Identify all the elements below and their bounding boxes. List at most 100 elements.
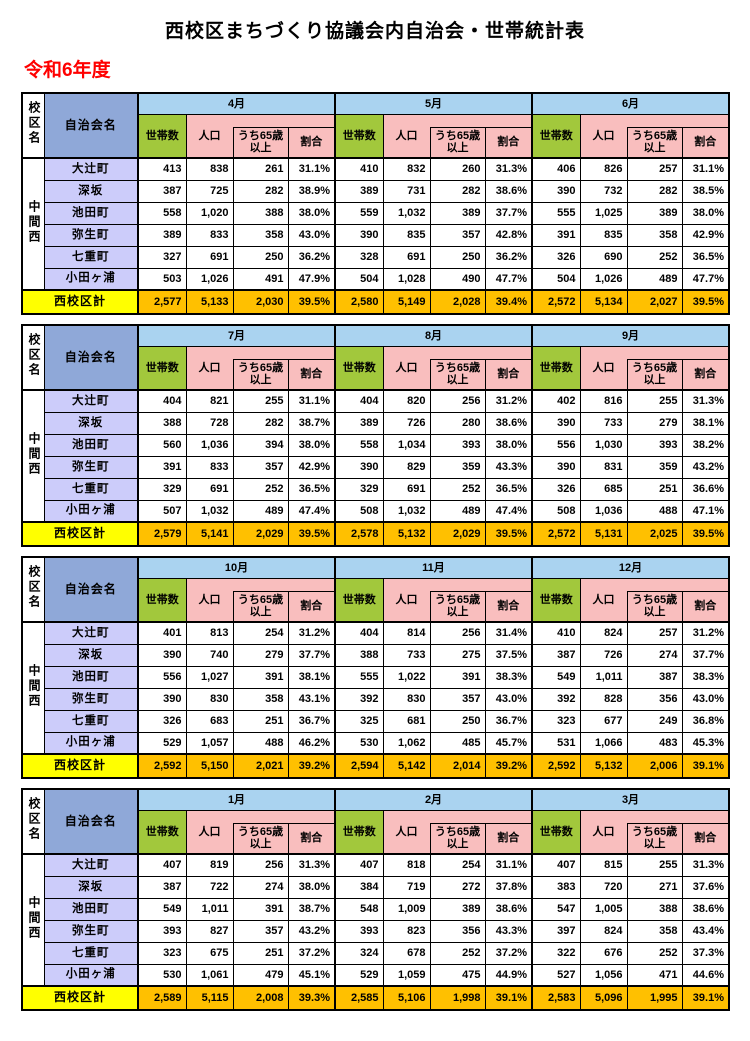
total-value-cell: 5,134 xyxy=(579,289,628,315)
value-cell: 323 xyxy=(531,709,581,733)
value-cell: 38.0% xyxy=(287,433,336,457)
value-cell: 488 xyxy=(232,731,289,755)
value-cell: 38.0% xyxy=(484,433,533,457)
school-district-corner-cell: 校区名 xyxy=(21,92,45,159)
value-cell: 47.4% xyxy=(287,499,336,523)
tables-container: 校区名 自治会名 4月 5月 6月 世帯数 人口 世帯数 人口 世帯数 人口 うち65歳以上 割合 うち6… xyxy=(0,92,750,1011)
over65-col-header: うち65歳以上 xyxy=(429,822,486,855)
value-cell: 279 xyxy=(626,411,683,435)
town-name-cell: 深坂 xyxy=(43,179,139,203)
value-cell: 37.2% xyxy=(484,941,533,965)
town-name-cell: 七重町 xyxy=(43,245,139,269)
town-name-cell: 小田ヶ浦 xyxy=(43,731,139,755)
table-row: 池田町 560 1,036 394 38.0% 558 1,034 393 38.0% 556 1,… xyxy=(22,433,730,457)
value-cell: 1,036 xyxy=(185,433,234,457)
value-cell: 508 xyxy=(334,499,384,523)
value-cell: 47.4% xyxy=(484,499,533,523)
table-row: 小田ヶ浦 530 1,061 479 45.1% 529 1,059 475 44.9% 527 1… xyxy=(22,963,730,987)
value-cell: 388 xyxy=(334,643,384,667)
value-cell: 677 xyxy=(579,709,628,733)
town-name-cell: 池田町 xyxy=(43,665,139,689)
value-cell: 833 xyxy=(185,455,234,479)
households-col-header: 世帯数 xyxy=(137,577,187,623)
value-cell: 249 xyxy=(626,709,683,733)
value-cell: 489 xyxy=(429,499,486,523)
table-row: 弥生町 391 833 357 42.9% 390 829 359 43.3% 390 831 359… xyxy=(22,455,730,479)
households-col-header: 世帯数 xyxy=(334,809,384,855)
value-cell: 387 xyxy=(626,665,683,689)
value-cell: 37.7% xyxy=(484,201,533,225)
value-cell: 389 xyxy=(429,201,486,225)
ratio-col-header: 割合 xyxy=(484,590,533,623)
value-cell: 252 xyxy=(626,245,683,269)
value-cell: 46.2% xyxy=(287,731,336,755)
value-cell: 31.3% xyxy=(681,853,730,877)
value-cell: 818 xyxy=(382,853,431,877)
value-cell: 38.6% xyxy=(484,179,533,203)
total-value-cell: 5,115 xyxy=(185,985,234,1011)
value-cell: 43.3% xyxy=(484,919,533,943)
value-cell: 256 xyxy=(232,853,289,877)
table-row: 中間西 大辻町 407 819 256 31.3% 407 818 254 31.1% 407 815… xyxy=(21,853,730,987)
value-cell: 1,027 xyxy=(185,665,234,689)
value-cell: 322 xyxy=(531,941,581,965)
town-name-cell: 小田ヶ浦 xyxy=(43,499,139,523)
header-strip xyxy=(627,577,730,592)
value-cell: 38.3% xyxy=(484,665,533,689)
population-col-header: 人口 xyxy=(382,345,430,391)
header-strip xyxy=(233,113,336,128)
month-header: 6月 xyxy=(531,92,730,115)
value-cell: 45.3% xyxy=(681,731,730,755)
value-cell: 37.5% xyxy=(484,643,533,667)
header-strip xyxy=(627,809,730,824)
value-cell: 390 xyxy=(137,687,187,711)
value-cell: 38.1% xyxy=(681,411,730,435)
value-cell: 391 xyxy=(531,223,581,247)
value-cell: 407 xyxy=(137,853,187,877)
statistics-table: 校区名 自治会名 10月 11月 12月 世帯数 人口 世帯数 人口 世帯数 人口 うち65歳以上 割合… xyxy=(21,556,730,779)
value-cell: 45.1% xyxy=(287,963,336,987)
value-cell: 832 xyxy=(382,157,431,181)
over65-col-header: うち65歳以上 xyxy=(429,590,486,623)
value-cell: 45.7% xyxy=(484,731,533,755)
value-cell: 37.7% xyxy=(681,643,730,667)
value-cell: 326 xyxy=(531,245,581,269)
value-cell: 393 xyxy=(137,919,187,943)
value-cell: 36.5% xyxy=(287,477,336,501)
value-cell: 255 xyxy=(232,389,289,413)
value-cell: 815 xyxy=(579,853,628,877)
header-strip xyxy=(233,345,336,360)
value-cell: 691 xyxy=(185,245,234,269)
value-cell: 252 xyxy=(626,941,683,965)
value-cell: 44.9% xyxy=(484,963,533,987)
value-cell: 719 xyxy=(382,875,431,899)
total-value-cell: 39.3% xyxy=(287,985,336,1011)
value-cell: 254 xyxy=(429,853,486,877)
value-cell: 390 xyxy=(334,223,384,247)
value-cell: 549 xyxy=(531,665,581,689)
town-name-cell: 弥生町 xyxy=(43,919,139,943)
value-cell: 37.6% xyxy=(681,875,730,899)
table-row: 池田町 558 1,020 388 38.0% 559 1,032 389 37.7% 555 1,… xyxy=(22,201,730,225)
value-cell: 490 xyxy=(429,267,486,291)
district-label: 中間西 xyxy=(26,431,41,477)
value-cell: 1,028 xyxy=(382,267,431,291)
value-cell: 357 xyxy=(232,455,289,479)
month-header: 4月 xyxy=(137,92,336,115)
total-label-cell: 西校区計 xyxy=(21,521,139,547)
population-col-header: 人口 xyxy=(185,345,233,391)
total-value-cell: 39.5% xyxy=(681,521,730,547)
value-cell: 489 xyxy=(232,499,289,523)
value-cell: 44.6% xyxy=(681,963,730,987)
value-cell: 390 xyxy=(334,455,384,479)
value-cell: 36.7% xyxy=(484,709,533,733)
table-row: 中間西 大辻町 401 813 254 31.2% 404 814 256 31.4% 410 824… xyxy=(21,621,730,755)
value-cell: 257 xyxy=(626,157,683,181)
value-cell: 402 xyxy=(531,389,581,413)
value-cell: 250 xyxy=(232,245,289,269)
value-cell: 282 xyxy=(626,179,683,203)
value-cell: 722 xyxy=(185,875,234,899)
value-cell: 47.7% xyxy=(484,267,533,291)
total-value-cell: 2,572 xyxy=(531,521,581,547)
month-header: 5月 xyxy=(334,92,533,115)
